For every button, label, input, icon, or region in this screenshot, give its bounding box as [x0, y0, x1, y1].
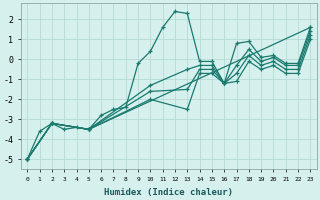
X-axis label: Humidex (Indice chaleur): Humidex (Indice chaleur) — [104, 188, 233, 197]
